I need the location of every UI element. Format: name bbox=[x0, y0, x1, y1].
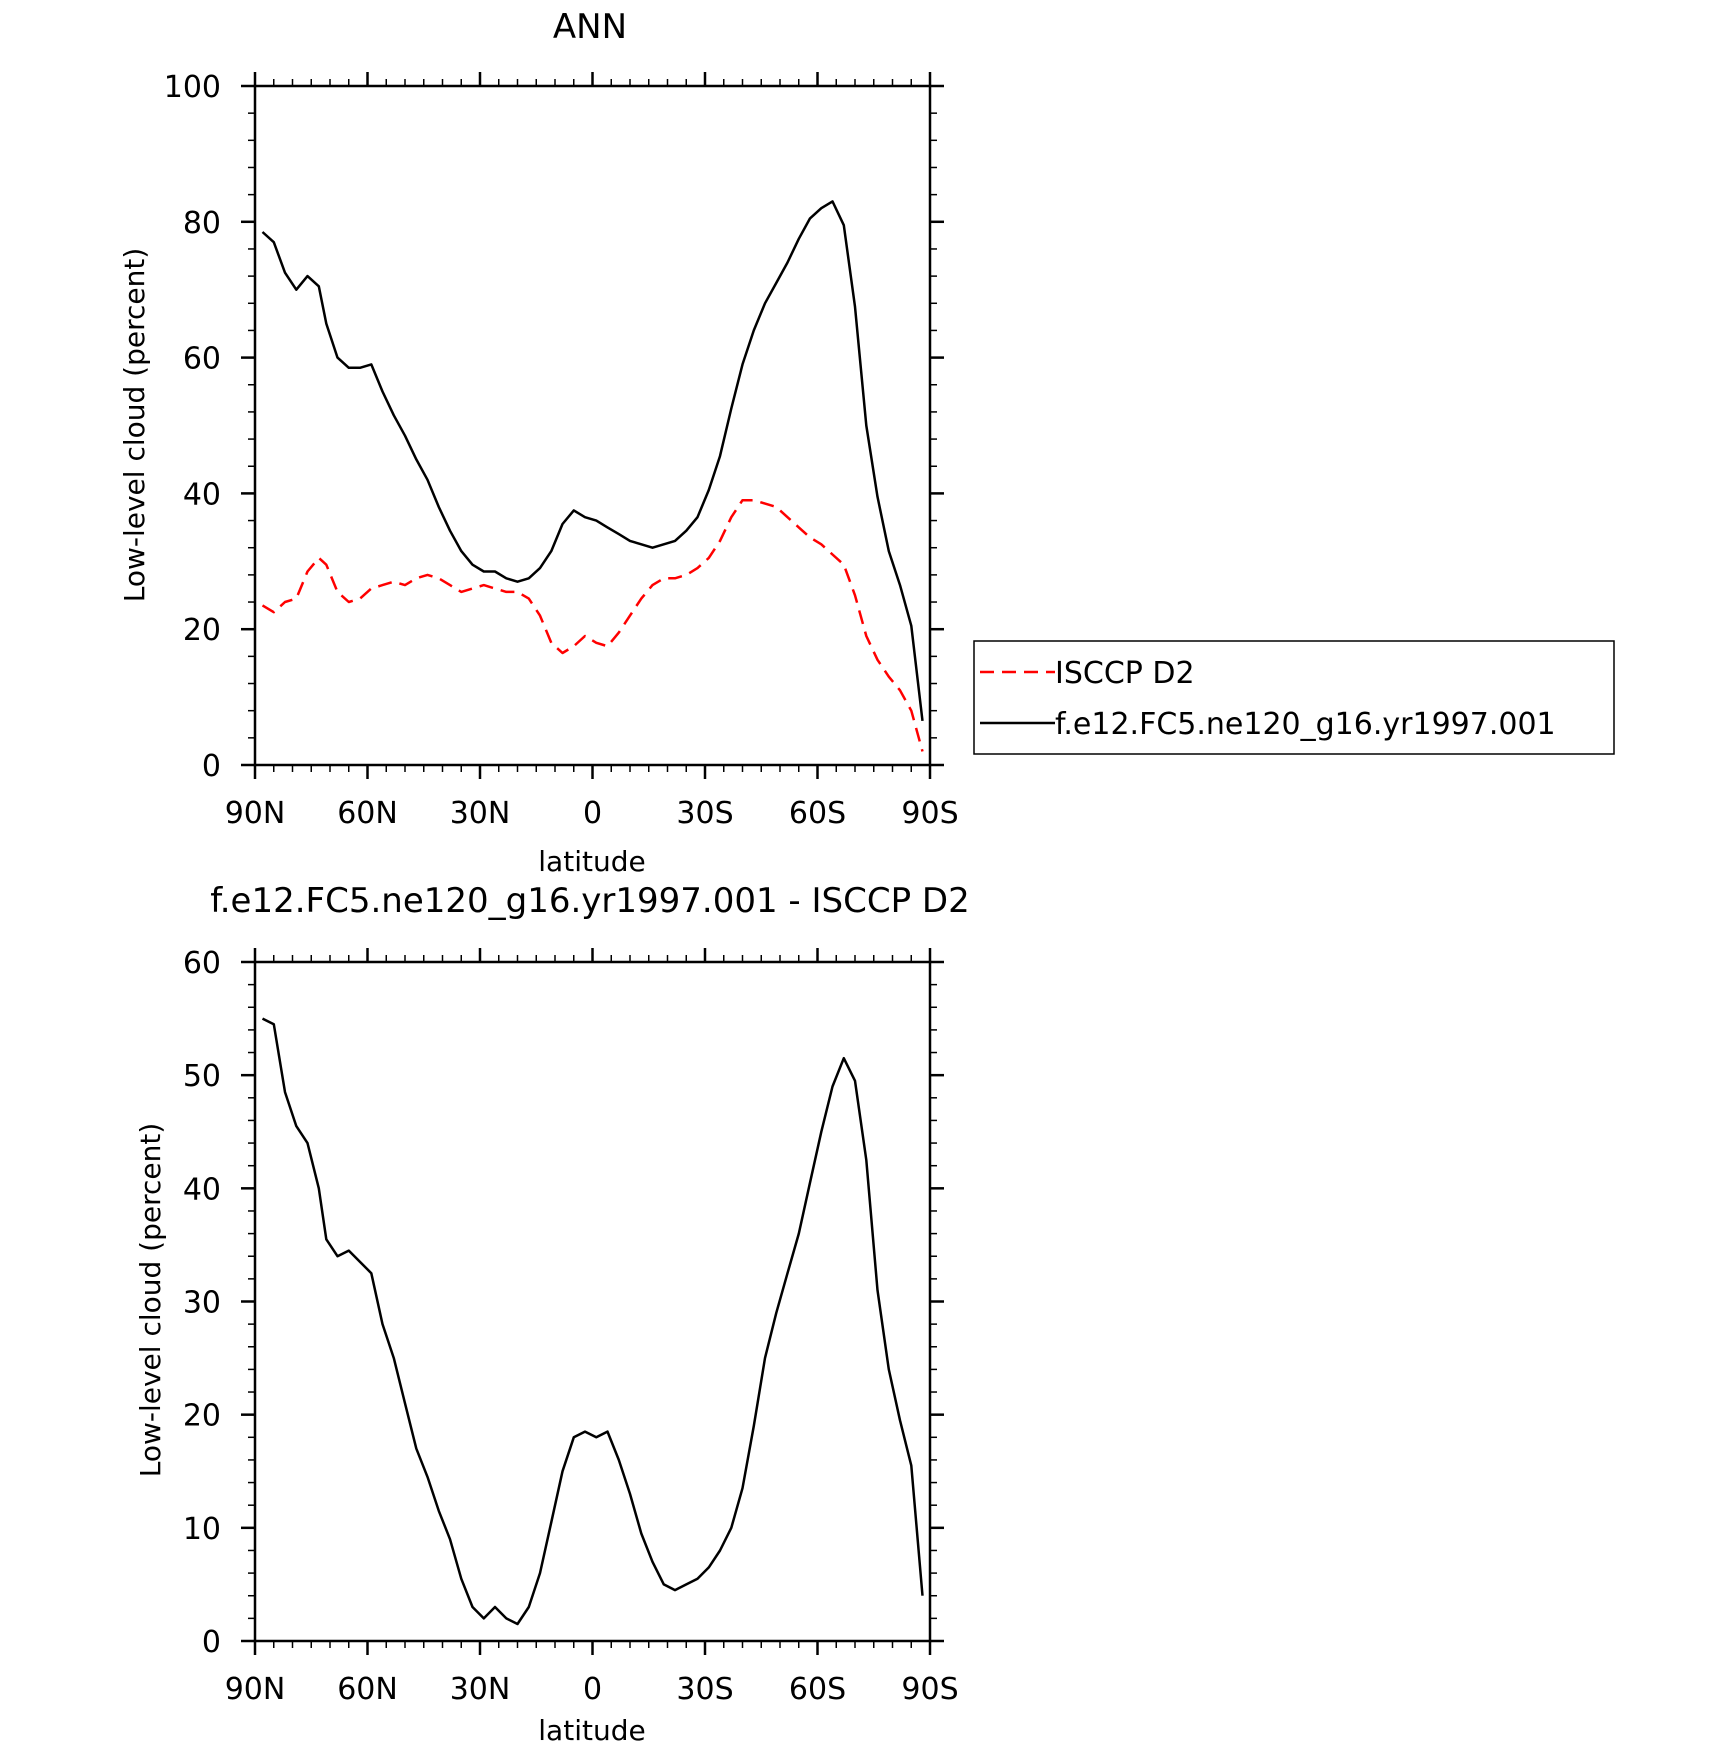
x-axis-label: latitude bbox=[538, 845, 645, 878]
x-tick-label: 90S bbox=[901, 1672, 958, 1707]
y-tick-label: 30 bbox=[183, 1286, 221, 1321]
legend-label-isccp: ISCCP D2 bbox=[1055, 656, 1195, 691]
chart-title: ANN bbox=[553, 7, 627, 47]
y-tick-label: 60 bbox=[183, 342, 221, 377]
series-line-2 bbox=[261, 200, 924, 722]
y-tick-label: 80 bbox=[183, 206, 221, 241]
legend: ISCCP D2 f.e12.FC5.ne120_g16.yr1997.001 bbox=[973, 640, 1615, 755]
axis-ticks bbox=[241, 948, 944, 1655]
x-tick-label: 30S bbox=[676, 1672, 733, 1707]
x-tick-label: 30S bbox=[676, 796, 733, 831]
plot-frame bbox=[253, 960, 932, 1643]
x-tick-label: 90N bbox=[225, 1672, 286, 1707]
y-tick-label: 100 bbox=[164, 70, 221, 105]
panel-annual-mean: ANN 0 20 40 60 80 100 90N 60N 30N 0 30S 60S 90S lat… bbox=[118, 7, 1615, 878]
series-line-1 bbox=[261, 1017, 924, 1626]
panel-difference: f.e12.FC5.ne120_g16.yr1997.001 - ISCCP D… bbox=[134, 881, 970, 1745]
x-axis-label: latitude bbox=[538, 1714, 645, 1745]
x-tick-labels: 90N 60N 30N 0 30S 60S 90S bbox=[225, 1672, 959, 1707]
legend-box bbox=[973, 640, 1615, 755]
y-tick-label: 40 bbox=[183, 1172, 221, 1207]
series-line-1 bbox=[261, 498, 924, 752]
y-axis-label: Low-level cloud (percent) bbox=[134, 1123, 167, 1478]
legend-label-model: f.e12.FC5.ne120_g16.yr1997.001 bbox=[1055, 707, 1556, 742]
x-tick-label: 60S bbox=[789, 1672, 846, 1707]
y-tick-label: 10 bbox=[183, 1512, 221, 1547]
y-tick-label: 50 bbox=[183, 1059, 221, 1094]
x-tick-label: 0 bbox=[583, 1672, 602, 1707]
chart-title: f.e12.FC5.ne120_g16.yr1997.001 - ISCCP D… bbox=[210, 881, 969, 921]
x-tick-label: 30N bbox=[450, 1672, 511, 1707]
x-tick-label: 60N bbox=[337, 796, 398, 831]
plot-frame bbox=[253, 84, 932, 767]
x-tick-label: 90N bbox=[225, 796, 286, 831]
y-tick-labels: 0 10 20 30 40 50 60 bbox=[183, 946, 221, 1660]
x-tick-label: 60N bbox=[337, 1672, 398, 1707]
x-tick-label: 0 bbox=[583, 796, 602, 831]
y-tick-label: 40 bbox=[183, 477, 221, 512]
y-tick-labels: 0 20 40 60 80 100 bbox=[164, 70, 221, 784]
y-tick-label: 0 bbox=[202, 749, 221, 784]
y-tick-label: 60 bbox=[183, 946, 221, 981]
axis-ticks bbox=[241, 72, 944, 779]
y-tick-label: 20 bbox=[183, 1399, 221, 1434]
y-axis-label: Low-level cloud (percent) bbox=[118, 248, 151, 603]
x-tick-label: 60S bbox=[789, 796, 846, 831]
x-tick-label: 30N bbox=[450, 796, 511, 831]
series-group bbox=[261, 200, 924, 752]
y-tick-label: 0 bbox=[202, 1625, 221, 1660]
series-group bbox=[261, 1017, 924, 1626]
x-tick-labels: 90N 60N 30N 0 30S 60S 90S bbox=[225, 796, 959, 831]
y-tick-label: 20 bbox=[183, 613, 221, 648]
x-tick-label: 90S bbox=[901, 796, 958, 831]
